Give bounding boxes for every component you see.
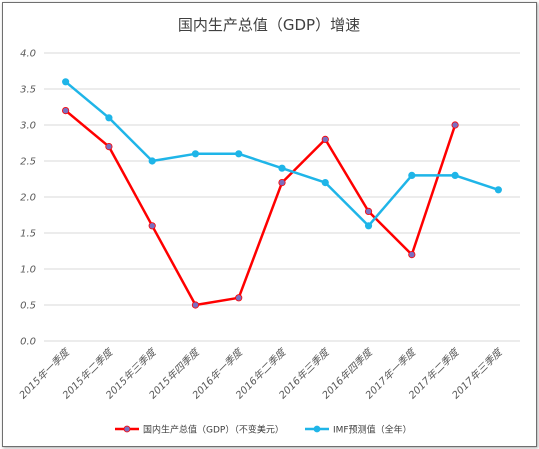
series-lines [62,78,502,309]
legend-marker [123,425,131,433]
y-tick-label: 2.5 [20,157,36,168]
y-tick-label: 2.0 [20,193,36,204]
line-chart: 国内生产总值（GDP）增速 0.0 0.5 1.0 1.5 2.0 2.5 3.0 3.5 4.… [17,16,520,436]
x-axis-ticks: 2015年一季度2015年二季度2015年三季度2015年四季度2016年一季度… [17,345,506,401]
data-point [62,107,70,115]
data-point [451,171,459,179]
data-point [235,150,243,158]
y-tick-label: 3.0 [20,121,36,132]
data-point [148,157,156,165]
series-2 [62,78,502,230]
series-line [64,80,499,228]
data-point [191,301,200,309]
y-tick-label: 0.5 [20,301,36,312]
y-axis-ticks: 0.0 0.5 1.0 1.5 2.0 2.5 3.0 3.5 4.0 [20,49,36,348]
legend-item: 国内生产总值（GDP）（不变美元） [115,424,284,436]
data-point [494,186,502,194]
data-point [408,251,416,259]
data-point [62,78,70,86]
data-point [321,135,329,143]
legend-label: IMF预测值（全年） [333,424,412,436]
data-point [278,164,286,172]
y-tick-label: 0.0 [20,337,36,348]
data-point [148,222,156,230]
data-point [408,171,416,179]
data-point [364,222,373,230]
series-line [64,109,457,307]
legend-item: IMF预测值（全年） [305,424,412,436]
legend-marker [313,425,321,433]
gridlines [44,52,520,342]
series-1 [62,107,459,309]
data-point [321,179,329,187]
data-point [364,207,373,215]
y-tick-label: 3.5 [20,85,36,96]
y-tick-label: 4.0 [20,49,36,60]
legend-label: 国内生产总值（GDP）（不变美元） [143,424,284,436]
chart-title: 国内生产总值（GDP）增速 [178,16,360,34]
data-point [278,179,286,187]
data-point [451,121,459,129]
y-tick-label: 1.0 [20,265,36,276]
data-point [105,143,113,151]
data-point [191,150,200,158]
legend: 国内生产总值（GDP）（不变美元） IMF预测值（全年） [115,424,412,436]
data-point [105,114,113,122]
data-point [235,294,243,302]
y-tick-label: 1.5 [20,229,36,240]
